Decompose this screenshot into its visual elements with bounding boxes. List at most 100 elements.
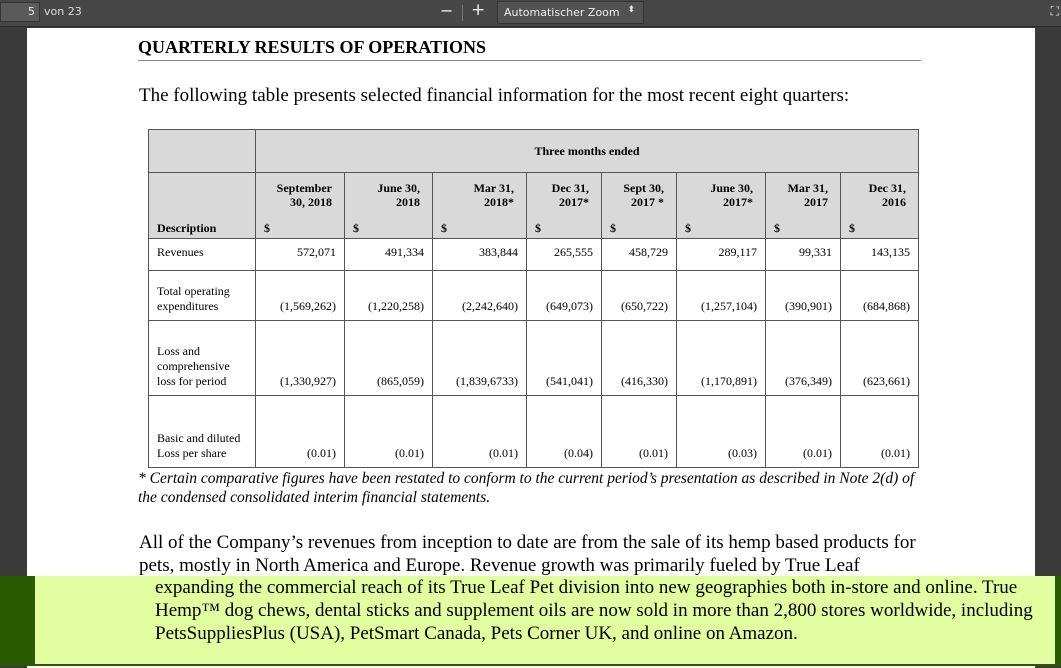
table-cell: (390,901): [765, 270, 841, 321]
zoom-value: Automatischer Zoom: [504, 6, 620, 19]
column-date: Mar 31, 2017: [788, 181, 828, 209]
footnote: * Certain comparative figures have been …: [138, 470, 915, 506]
zoom-select[interactable]: Automatischer Zoom ⬍: [497, 1, 644, 24]
column-date: September 30, 2018: [277, 181, 332, 209]
column-date-line2: 30, 2018: [290, 195, 332, 209]
table-cell: 572,071: [255, 238, 345, 271]
column-date-line2: 2017: [804, 195, 828, 209]
divider: [462, 5, 463, 21]
table-cell: 491,334: [344, 238, 433, 271]
column-date-line2: 2018*: [484, 195, 514, 209]
table-cell: (623,661): [840, 320, 919, 396]
table-cell: (416,330): [601, 320, 677, 396]
table-row: Basic and diluted Loss per share (0.01) (0…: [148, 395, 919, 468]
currency-label: $: [610, 221, 616, 235]
highlighted-text: expanding the commercial reach of its Tr…: [35, 576, 1055, 664]
table-cell: (1,220,258): [344, 270, 433, 321]
table-cell: 458,729: [601, 238, 677, 271]
column-date-line1: Sept 30,: [623, 181, 664, 195]
currency-label: $: [685, 221, 691, 235]
table-cell: 143,135: [840, 238, 919, 271]
table-cell: (0.01): [765, 395, 841, 468]
table-cell: (541,041): [526, 320, 602, 396]
currency-label: $: [774, 221, 780, 235]
currency-label: $: [441, 221, 447, 235]
table-cell: (1,569,262): [255, 270, 345, 321]
pdf-toolbar: 5 von 23 − + Automatischer Zoom ⬍ ⛶: [0, 0, 1061, 27]
currency-label: $: [353, 221, 359, 235]
highlight-overlay: expanding the commercial reach of its Tr…: [0, 576, 1061, 666]
body-paragraph: All of the Company’s revenues from incep…: [139, 532, 916, 576]
table-cell: (650,722): [601, 270, 677, 321]
table-cell: (649,073): [526, 270, 602, 321]
column-date: Dec 31, 2017*: [552, 181, 589, 209]
table-row: Total operating expenditures (1,569,262)(…: [148, 270, 919, 321]
column-date-line1: Dec 31,: [868, 181, 906, 195]
column-header: June 30, 2018 $: [344, 172, 433, 239]
table-row: Loss and comprehensive loss for period (1…: [148, 320, 919, 396]
table-cell: 383,844: [432, 238, 527, 271]
column-date-line2: 2017*: [723, 195, 753, 209]
row-label: Basic and diluted Loss per share: [148, 395, 256, 468]
column-date: Dec 31, 2016: [869, 181, 906, 209]
scrollbar[interactable]: [1035, 28, 1061, 668]
table-cell: 289,117: [676, 238, 766, 271]
column-date-line1: Dec 31,: [551, 181, 589, 195]
quarterly-results-table: Three months ended Description September 3…: [148, 129, 919, 468]
table-cell: (1,839,6733): [432, 320, 527, 396]
pdf-page: QUARTERLY RESULTS OF OPERATIONS The foll…: [27, 28, 1035, 668]
column-header: Dec 31, 2016 $: [840, 172, 919, 239]
table-cell: (0.01): [255, 395, 345, 468]
zoom-out-button[interactable]: −: [440, 1, 454, 20]
table-cell: (0.01): [840, 395, 919, 468]
column-date: June 30, 2018: [377, 181, 420, 209]
page-count: von 23: [44, 5, 82, 18]
column-header: Dec 31, 2017* $: [526, 172, 602, 239]
column-date-line2: 2017 *: [631, 195, 664, 209]
column-date: June 30, 2017*: [710, 181, 753, 209]
column-date: Mar 31, 2018*: [474, 181, 514, 209]
column-date-line1: September: [276, 181, 332, 195]
fullscreen-icon[interactable]: ⛶: [1050, 4, 1059, 18]
intro-text: The following table presents selected fi…: [139, 85, 850, 106]
table-cell: (1,257,104): [676, 270, 766, 321]
zoom-in-button[interactable]: +: [471, 0, 486, 20]
row-label: Revenues: [148, 238, 256, 271]
table-cell: (376,349): [765, 320, 841, 396]
table-cell: (0.01): [601, 395, 677, 468]
table-cell: (1,170,891): [676, 320, 766, 396]
description-header: Description: [148, 172, 256, 239]
row-label: Total operating expenditures: [148, 270, 256, 321]
select-arrows-icon: ⬍: [627, 5, 635, 15]
section-heading: QUARTERLY RESULTS OF OPERATIONS: [138, 37, 921, 61]
column-date-line2: 2016: [882, 195, 906, 209]
column-date-line1: June 30,: [710, 181, 753, 195]
empty-header: [148, 129, 256, 173]
column-header: June 30, 2017* $: [676, 172, 766, 239]
page-number-input[interactable]: 5: [0, 2, 40, 22]
table-cell: (0.03): [676, 395, 766, 468]
group-header: Three months ended: [255, 129, 919, 173]
column-date-line1: June 30,: [377, 181, 420, 195]
column-date-line2: 2018: [396, 195, 420, 209]
column-header: September 30, 2018 $: [255, 172, 345, 239]
table-cell: (2,242,640): [432, 270, 527, 321]
column-date-line1: Mar 31,: [473, 181, 514, 195]
column-header: Mar 31, 2018* $: [432, 172, 527, 239]
table-cell: (0.01): [432, 395, 527, 468]
row-label: Loss and comprehensive loss for period: [148, 320, 256, 396]
table-row: Revenues 572,071 491,334 383,844 265,555 458,…: [148, 238, 919, 271]
currency-label: $: [535, 221, 541, 235]
currency-label: $: [264, 221, 270, 235]
column-date-line2: 2017*: [559, 195, 589, 209]
table-cell: (684,868): [840, 270, 919, 321]
table-cell: 265,555: [526, 238, 602, 271]
table-cell: (0.01): [344, 395, 433, 468]
column-date: Sept 30, 2017 *: [623, 181, 664, 209]
column-header: Mar 31, 2017 $: [765, 172, 841, 239]
column-header: Sept 30, 2017 * $: [601, 172, 677, 239]
table-cell: 99,331: [765, 238, 841, 271]
table-cell: (1,330,927): [255, 320, 345, 396]
column-date-line1: Mar 31,: [787, 181, 828, 195]
table-cell: (0.04): [526, 395, 602, 468]
